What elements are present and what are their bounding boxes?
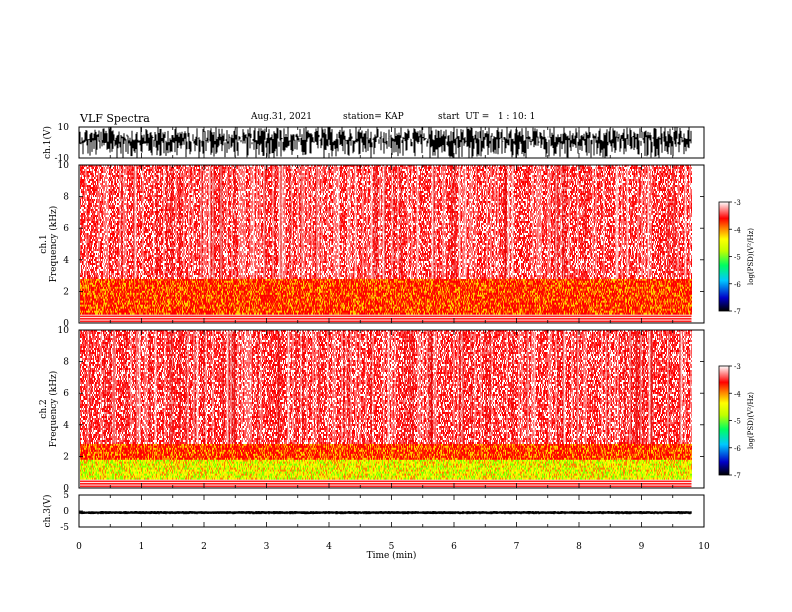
spectrogram-streaks xyxy=(121,166,675,279)
y-tick-label: 8 xyxy=(63,193,69,203)
colorbar-tick-label: -3 xyxy=(734,363,741,371)
colorbar-tick-label: -7 xyxy=(734,472,741,480)
x-tick-label: 10 xyxy=(698,542,710,552)
station-label: station= KAP xyxy=(343,112,404,122)
spectrogram-texture xyxy=(80,278,691,295)
ch3-waveform-panel: 5 0 -5 ch.3(V) xyxy=(42,491,705,533)
y-tick-label: 4 xyxy=(63,256,69,266)
spectrogram-texture xyxy=(80,443,692,460)
spectrogram-texture xyxy=(80,330,692,444)
x-tick-label: 8 xyxy=(576,542,582,552)
colorbar-tick-label: -4 xyxy=(734,390,741,398)
y-axis-label: ch.1Frequency (kHz) xyxy=(39,206,59,283)
colorbar-label: log(PSD)(V²/Hz) xyxy=(747,392,755,449)
spectrogram-streaks xyxy=(85,166,691,279)
x-tick-label: 5 xyxy=(389,542,395,552)
colorbar-tick-label: -7 xyxy=(734,308,741,316)
y-tick-label: -10 xyxy=(55,154,70,164)
spectrogram-band xyxy=(80,478,692,488)
x-tick-label: 4 xyxy=(326,542,332,552)
waveform-trace xyxy=(79,511,692,515)
spectrogram-texture xyxy=(80,459,692,480)
spectrogram-texture xyxy=(80,459,692,480)
y-tick-label: 10 xyxy=(58,161,70,171)
y-tick-label: 6 xyxy=(63,389,69,399)
colorbar-tick-label: -6 xyxy=(734,445,741,453)
colorbar-tick-label: -3 xyxy=(734,199,741,207)
colorbar-scale xyxy=(718,365,730,476)
y-axis-label: ch.2Frequency (kHz) xyxy=(39,371,59,448)
ch1-spectrogram-panel: 0 2 4 6 8 10 ch.1Frequency (kHz) xyxy=(39,161,705,329)
y-tick-label: 0 xyxy=(63,507,69,517)
spectrogram-streaks xyxy=(89,331,681,444)
colorbar-tick-label: -5 xyxy=(734,254,741,262)
ch2-colorbar: -3 -4 -5 -6 -7 log(PSD)(V²/Hz) xyxy=(718,363,755,480)
x-tick-label: 7 xyxy=(514,542,520,552)
y-tick-label: 0 xyxy=(63,484,69,494)
y-tick-label: 0 xyxy=(63,319,69,329)
spectrogram-streaks xyxy=(87,331,692,444)
y-tick-label: 4 xyxy=(63,421,69,431)
spectrogram-texture xyxy=(80,294,692,315)
x-tick-label: 9 xyxy=(639,542,645,552)
colorbar-tick-label: -4 xyxy=(734,226,741,234)
spectrogram-texture xyxy=(80,294,692,315)
colorbar-scale xyxy=(718,201,730,312)
time-axis: 0 1 2 3 4 5 6 7 8 9 10 Time (min) xyxy=(76,542,710,561)
ch1-colorbar: -3 -4 -5 -6 -7 log(PSD)(V²/Hz) xyxy=(718,199,755,316)
x-axis-label: Time (min) xyxy=(367,550,417,561)
y-tick-label: -5 xyxy=(60,523,69,533)
spectrogram-band xyxy=(80,313,692,323)
x-tick-label: 0 xyxy=(76,542,82,552)
colorbar-tick-label: -6 xyxy=(734,281,741,289)
y-tick-label: 10 xyxy=(58,326,70,336)
y-tick-label: 10 xyxy=(58,123,70,133)
x-tick-label: 3 xyxy=(264,542,270,552)
x-tick-label: 2 xyxy=(201,542,207,552)
x-tick-label: 1 xyxy=(139,542,145,552)
y-axis-label: ch.1(V) xyxy=(42,126,53,159)
start-time-label: start UT = 1 : 10: 1 xyxy=(438,112,536,122)
colorbar-tick-label: -5 xyxy=(734,418,741,426)
waveform-trace xyxy=(79,127,692,158)
y-tick-label: 6 xyxy=(63,224,69,234)
y-tick-label: 5 xyxy=(63,491,69,501)
y-tick-label: 8 xyxy=(63,358,69,368)
y-axis-label: ch.3(V) xyxy=(42,495,53,528)
figure-title: VLF Spectra xyxy=(80,112,150,125)
spectrogram-texture xyxy=(80,278,692,295)
y-tick-label: 2 xyxy=(63,452,69,462)
date-label: Aug.31, 2021 xyxy=(251,112,312,122)
ch2-spectrogram-panel: 0 2 4 6 8 10 ch.2Frequency (kHz) xyxy=(39,326,705,494)
x-tick-label: 6 xyxy=(451,542,457,552)
colorbar-label: log(PSD)(V²/Hz) xyxy=(747,228,755,285)
y-tick-label: 2 xyxy=(63,287,69,297)
